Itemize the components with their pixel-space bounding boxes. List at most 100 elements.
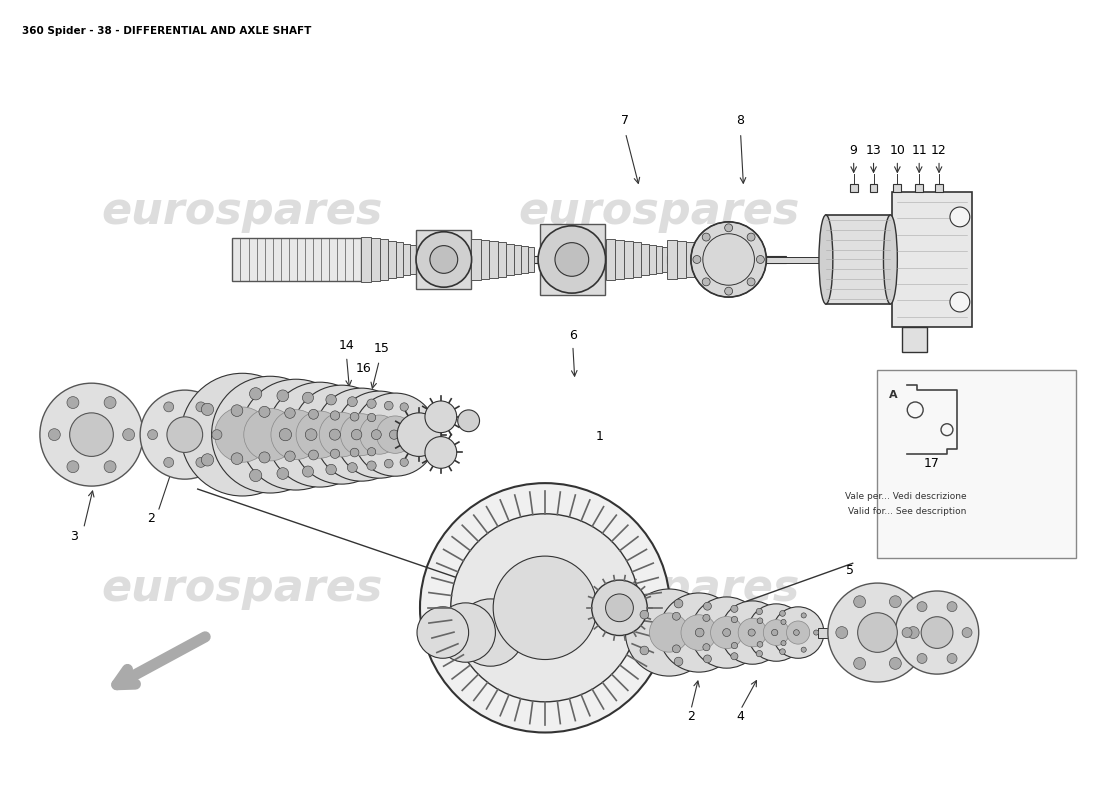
Circle shape: [836, 626, 848, 638]
Circle shape: [277, 390, 288, 402]
Bar: [490, 241, 498, 278]
Circle shape: [556, 242, 588, 276]
Text: 4: 4: [737, 710, 745, 723]
Circle shape: [367, 461, 376, 470]
Circle shape: [695, 628, 704, 637]
Circle shape: [67, 397, 79, 409]
Circle shape: [425, 401, 456, 433]
Circle shape: [420, 483, 670, 733]
Circle shape: [147, 430, 157, 439]
Bar: [667, 255, 786, 263]
Circle shape: [781, 619, 786, 625]
Bar: [410, 245, 416, 274]
Bar: [372, 238, 381, 281]
Bar: [625, 241, 634, 278]
Circle shape: [801, 613, 806, 618]
Bar: [694, 243, 702, 276]
Circle shape: [703, 614, 710, 622]
Circle shape: [104, 397, 116, 409]
Circle shape: [436, 603, 495, 662]
Bar: [528, 247, 535, 271]
Circle shape: [296, 411, 343, 458]
Bar: [362, 237, 372, 282]
Circle shape: [201, 403, 213, 415]
Circle shape: [306, 429, 317, 441]
Circle shape: [672, 645, 681, 653]
Circle shape: [389, 430, 399, 439]
Circle shape: [329, 429, 340, 440]
Circle shape: [781, 641, 786, 646]
Circle shape: [277, 468, 288, 479]
Circle shape: [416, 232, 472, 287]
Circle shape: [69, 413, 113, 457]
Circle shape: [756, 650, 762, 657]
Circle shape: [196, 458, 206, 467]
Circle shape: [285, 408, 295, 418]
Circle shape: [367, 399, 376, 408]
Circle shape: [400, 458, 408, 466]
Circle shape: [267, 382, 373, 487]
Circle shape: [748, 604, 805, 662]
Text: 9: 9: [849, 144, 858, 157]
Circle shape: [302, 392, 313, 403]
Circle shape: [319, 412, 364, 457]
Circle shape: [947, 602, 957, 611]
Circle shape: [493, 556, 597, 659]
Circle shape: [353, 393, 437, 476]
Circle shape: [451, 514, 639, 702]
Circle shape: [649, 613, 689, 652]
Circle shape: [258, 452, 270, 463]
Bar: [416, 230, 471, 289]
Text: 3: 3: [69, 530, 78, 543]
Circle shape: [271, 410, 321, 459]
Circle shape: [702, 278, 711, 286]
Bar: [935, 184, 943, 192]
Circle shape: [214, 407, 270, 462]
Circle shape: [40, 383, 143, 486]
Bar: [686, 242, 694, 277]
Circle shape: [336, 391, 424, 478]
Text: 10: 10: [890, 144, 905, 157]
Bar: [662, 247, 668, 271]
Circle shape: [302, 466, 313, 477]
Circle shape: [350, 412, 359, 421]
Circle shape: [250, 388, 262, 400]
Circle shape: [801, 647, 806, 652]
Circle shape: [659, 593, 738, 672]
Circle shape: [231, 453, 243, 465]
Circle shape: [430, 246, 458, 274]
Circle shape: [917, 654, 927, 663]
Circle shape: [917, 602, 927, 611]
Circle shape: [456, 599, 525, 666]
Circle shape: [340, 414, 383, 455]
Circle shape: [691, 597, 762, 668]
Circle shape: [757, 618, 763, 624]
Circle shape: [854, 596, 866, 608]
Circle shape: [704, 602, 712, 610]
Circle shape: [962, 628, 972, 638]
Circle shape: [212, 430, 222, 439]
Text: eurospares: eurospares: [101, 566, 383, 610]
Bar: [481, 240, 490, 279]
Text: 2: 2: [147, 512, 155, 526]
Circle shape: [417, 607, 469, 658]
Circle shape: [279, 429, 292, 441]
Bar: [716, 247, 722, 272]
Circle shape: [67, 461, 79, 473]
Bar: [515, 245, 521, 274]
Circle shape: [372, 430, 382, 439]
Circle shape: [384, 402, 393, 410]
Bar: [616, 240, 625, 279]
Circle shape: [902, 628, 912, 638]
Bar: [667, 240, 676, 279]
Circle shape: [921, 617, 953, 648]
Text: 2: 2: [688, 710, 695, 723]
Circle shape: [211, 376, 329, 493]
Bar: [915, 184, 923, 192]
Circle shape: [947, 654, 957, 663]
Circle shape: [672, 612, 681, 620]
Circle shape: [725, 224, 733, 232]
Circle shape: [326, 394, 337, 405]
Circle shape: [164, 458, 174, 467]
Circle shape: [674, 599, 683, 608]
